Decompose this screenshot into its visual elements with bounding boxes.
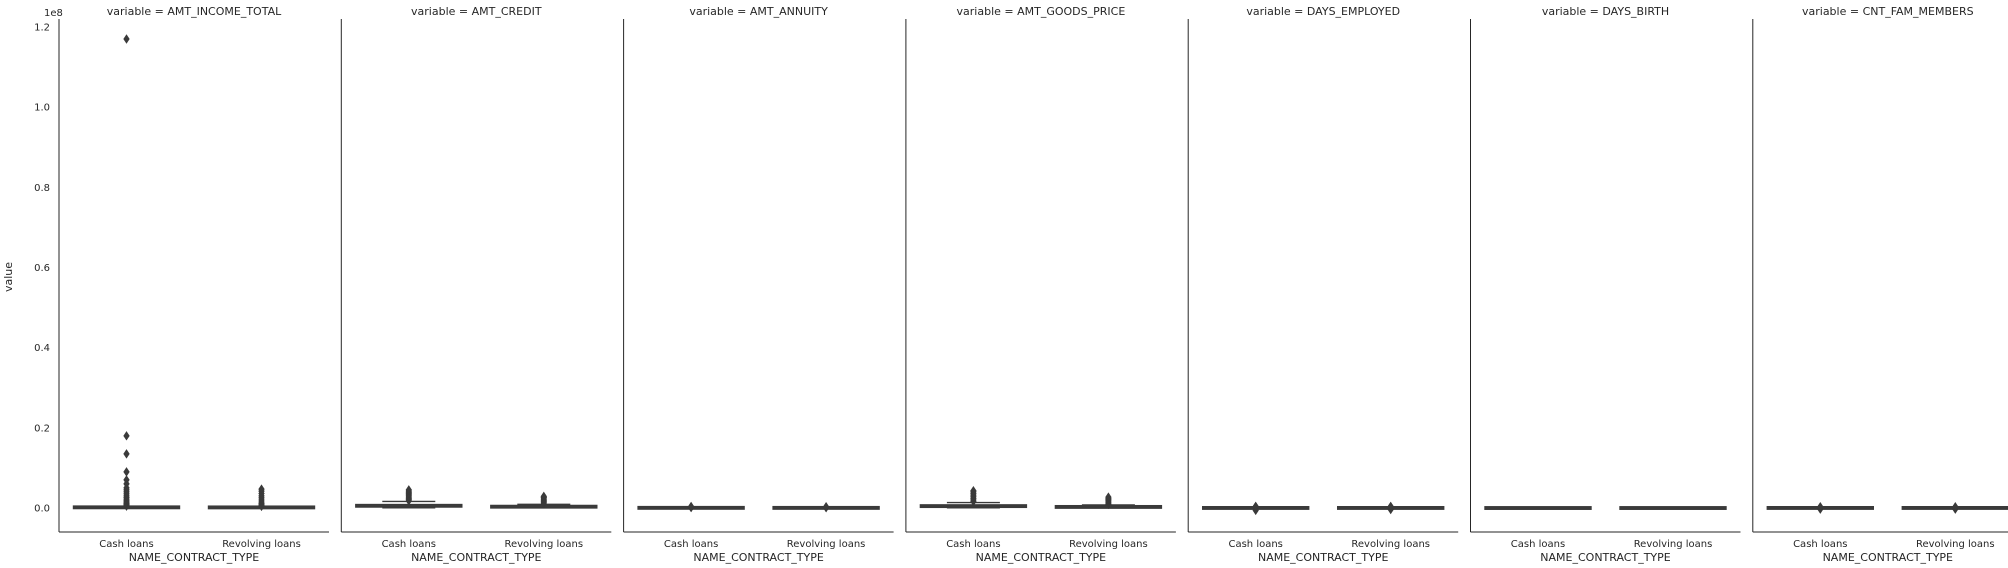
y-tick-label: 0.2 xyxy=(34,423,50,434)
facet-panel: variable = DAYS_EMPLOYED NAME_CONTRACT_TY… xyxy=(1187,5,1459,564)
outlier-point xyxy=(970,485,977,496)
panel-title: variable = DAYS_BIRTH xyxy=(1542,5,1669,18)
panel-title: variable = AMT_INCOME_TOTAL xyxy=(107,5,282,18)
box-cash-loans: Cash loans xyxy=(1201,501,1310,550)
panel-title: variable = DAYS_EMPLOYED xyxy=(1246,5,1400,18)
x-tick-label: Revolving loans xyxy=(787,539,866,550)
facet-panels: variable = AMT_INCOME_TOTAL 0.0 0.2 0.4 0.6 0… xyxy=(34,5,2008,564)
outlier-point xyxy=(258,484,265,494)
facet-panel: variable = AMT_ANNUITY NAME_CONTRACT_TYPE… xyxy=(623,5,894,564)
box-cash-loans: Cash loans xyxy=(72,34,181,550)
x-axis-label: NAME_CONTRACT_TYPE xyxy=(976,551,1106,564)
x-tick-label: Cash loans xyxy=(664,539,718,550)
box-revolving-loans: Revolving loans xyxy=(207,484,316,550)
x-tick-label: Revolving loans xyxy=(1069,539,1148,550)
x-tick-label: Cash loans xyxy=(946,539,1000,550)
outlier-point xyxy=(123,34,130,44)
x-tick-label: Cash loans xyxy=(1793,539,1847,550)
outlier-point xyxy=(1387,501,1394,512)
x-axis-label: NAME_CONTRACT_TYPE xyxy=(129,551,259,564)
outlier-point xyxy=(123,449,130,459)
x-tick-label: Cash loans xyxy=(1228,539,1282,550)
x-tick-label: Cash loans xyxy=(99,539,153,550)
x-axis-label: NAME_CONTRACT_TYPE xyxy=(693,551,823,564)
y-tick-label: 0.4 xyxy=(34,343,50,354)
y-tick-label: 1.2 xyxy=(34,23,50,34)
x-tick-label: Revolving loans xyxy=(1634,539,1713,550)
facet-panel: variable = AMT_INCOME_TOTAL 0.0 0.2 0.4 0.6 0… xyxy=(34,5,329,564)
x-axis-label: NAME_CONTRACT_TYPE xyxy=(1258,551,1388,564)
box-cash-loans: Cash loans xyxy=(1766,502,1875,550)
outlier-point xyxy=(123,431,130,441)
y-tick-label: 0.6 xyxy=(34,263,50,274)
box-revolving-loans: Revolving loans xyxy=(1619,506,1727,550)
box-revolving-loans: Revolving loans xyxy=(1054,492,1163,550)
x-tick-label: Cash loans xyxy=(1511,539,1565,550)
panel-title: variable = AMT_GOODS_PRICE xyxy=(957,5,1126,18)
y-axis: value 1e8 xyxy=(2,8,63,292)
box-cash-loans: Cash loans xyxy=(919,485,1028,550)
outlier-point xyxy=(1105,492,1112,502)
facet-panel: variable = DAYS_BIRTH NAME_CONTRACT_TYPEC… xyxy=(1470,5,1741,564)
box-cash-loans: Cash loans xyxy=(355,485,463,550)
panel-title: variable = CNT_FAM_MEMBERS xyxy=(1802,5,1974,18)
y-axis-offset-label: 1e8 xyxy=(44,8,63,19)
y-axis-label: value xyxy=(2,262,15,292)
outlier-point xyxy=(123,467,130,477)
box-revolving-loans: Revolving loans xyxy=(1901,502,2008,550)
x-axis-label: NAME_CONTRACT_TYPE xyxy=(1540,551,1670,564)
outlier-point xyxy=(822,502,830,512)
outlier-point xyxy=(1817,502,1824,512)
box-cash-loans: Cash loans xyxy=(637,501,745,550)
y-tick-label: 1.0 xyxy=(34,103,50,114)
outlier-point xyxy=(687,501,695,512)
x-tick-label: Revolving loans xyxy=(1916,539,1995,550)
x-tick-label: Revolving loans xyxy=(1351,539,1430,550)
panel-title: variable = AMT_ANNUITY xyxy=(689,5,828,18)
facet-panel: variable = CNT_FAM_MEMBERS NAME_CONTRACT_… xyxy=(1752,5,2008,564)
box-cash-loans: Cash loans xyxy=(1484,506,1592,550)
facet-panel: variable = AMT_CREDIT NAME_CONTRACT_TYPEC… xyxy=(340,5,612,564)
outlier-point xyxy=(1952,502,1959,512)
x-tick-label: Revolving loans xyxy=(504,539,583,550)
box-revolving-loans: Revolving loans xyxy=(490,491,598,550)
y-tick-label: 0.0 xyxy=(34,503,50,514)
x-axis-label: NAME_CONTRACT_TYPE xyxy=(1823,551,1953,564)
x-tick-label: Revolving loans xyxy=(222,539,301,550)
x-tick-label: Cash loans xyxy=(382,539,436,550)
box-revolving-loans: Revolving loans xyxy=(1336,501,1445,550)
outlier-point xyxy=(123,475,130,485)
facet-panel: variable = AMT_GOODS_PRICE NAME_CONTRACT_… xyxy=(905,5,1176,564)
outlier-point xyxy=(405,485,412,495)
box-revolving-loans: Revolving loans xyxy=(772,502,880,550)
panel-title: variable = AMT_CREDIT xyxy=(411,5,542,18)
x-axis-label: NAME_CONTRACT_TYPE xyxy=(411,551,541,564)
y-tick-label: 0.8 xyxy=(34,183,50,194)
outlier-point xyxy=(540,491,547,502)
outlier-point xyxy=(1252,501,1259,512)
